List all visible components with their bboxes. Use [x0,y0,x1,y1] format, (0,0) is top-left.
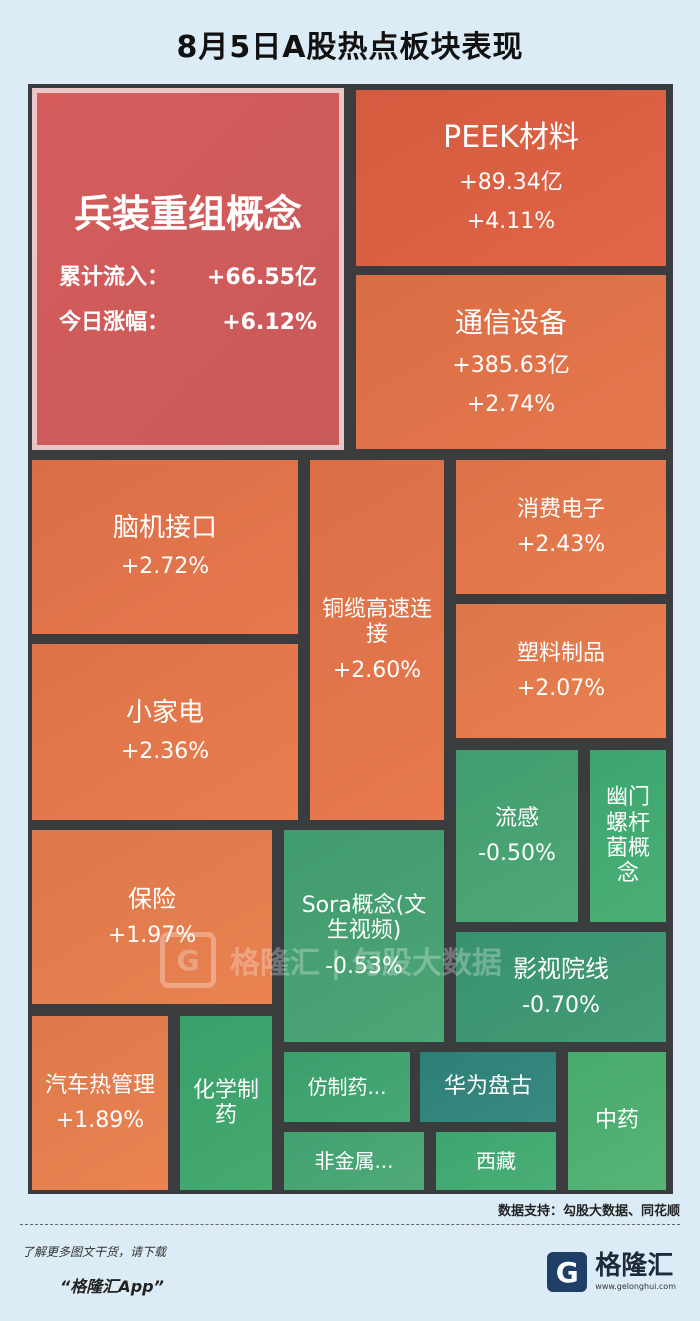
chart-title: 8月5日A股热点板块表现 [176,30,524,65]
brand-url: www.gelonghui.com [595,1282,676,1291]
treemap-tile[interactable]: 塑料制品 +2.07% [456,604,666,738]
tile-name: 中药 [594,1108,639,1134]
treemap-tile[interactable]: 仿制药... [284,1052,410,1122]
featured-change-row: 今日涨幅： +6.12% [37,310,339,335]
treemap-tile[interactable]: 中药 [568,1052,666,1190]
tile-name: 汽车热管理 [44,1072,155,1098]
tile-change: +2.74% [466,392,556,418]
treemap-tile[interactable]: 脑机接口 +2.72% [32,460,298,634]
treemap-tile[interactable]: 消费电子 +2.43% [456,460,666,594]
treemap-tile[interactable]: 西藏 [436,1132,556,1190]
tile-name: 脑机接口 [112,513,217,544]
featured-name: 兵装重组概念 [73,191,302,236]
featured-change-value: +6.12% [222,309,317,335]
data-source: 数据支持：勾股大数据、同花顺 [497,1204,680,1219]
tile-inflow: +385.63亿 [452,352,570,378]
brand-name: 格隆汇 [595,1251,674,1281]
treemap-tile[interactable]: 保险 +1.97% [32,830,272,1004]
tile-inflow: +89.34亿 [459,169,563,195]
tile-name: 非金属... [314,1148,394,1173]
tile-name: 小家电 [125,698,204,729]
tile-name: 华为盘古 [443,1074,532,1100]
tile-name: 塑料制品 [516,640,605,666]
tile-name: 通信设备 [454,305,567,339]
brand-logo[interactable]: G 格隆汇 www.gelonghui.com [547,1252,676,1292]
tile-name: PEEK材料 [443,120,579,156]
treemap: 兵装重组概念 累计流入： +66.55亿 今日涨幅： +6.12% PEEK材料… [28,84,673,1194]
tile-name: 仿制药... [307,1074,387,1099]
featured-inflow-label: 累计流入： [59,264,170,290]
featured-change-label: 今日涨幅： [59,309,170,335]
tile-change: +1.97% [107,923,197,949]
tile-name: 铜缆高速连 接 [321,597,432,648]
tile-name: 西藏 [476,1148,516,1173]
tile-name: 流感 [494,805,539,831]
tile-change: -0.53% [325,953,403,979]
tile-name: 化学制 药 [192,1077,259,1128]
tile-name: Sora概念(文 生视频) [301,893,427,944]
treemap-tile-featured[interactable]: 兵装重组概念 累计流入： +66.55亿 今日涨幅： +6.12% [32,88,344,450]
tile-name: 幽门 螺杆 菌概 念 [605,785,650,887]
tile-change: +2.60% [332,657,422,683]
tile-change: -0.70% [522,993,600,1019]
tile-change: -0.50% [478,841,556,866]
tile-change: +1.89% [55,1108,145,1133]
treemap-tile[interactable]: 通信设备 +385.63亿 +2.74% [356,275,666,449]
treemap-tile[interactable]: 非金属... [284,1132,424,1190]
divider [20,1224,680,1225]
tile-change: +2.36% [120,739,210,765]
treemap-tile[interactable]: Sora概念(文 生视频) -0.53% [284,830,444,1042]
footer-app-name: “格隆汇App” [60,1277,164,1296]
tile-name: 保险 [128,884,176,913]
footer-promo-text: 了解更多图文干货，请下载 [22,1245,167,1259]
tile-change: +2.72% [120,554,210,580]
treemap-tile[interactable]: 铜缆高速连 接 +2.60% [310,460,444,820]
treemap-tile[interactable]: 化学制 药 [180,1016,272,1190]
treemap-tile[interactable]: 流感 -0.50% [456,750,578,922]
treemap-tile[interactable]: PEEK材料 +89.34亿 +4.11% [356,90,666,266]
tile-name: 消费电子 [516,496,605,522]
featured-inflow-value: +66.55亿 [206,264,317,290]
tile-change: +2.07% [516,676,606,701]
treemap-tile[interactable]: 影视院线 -0.70% [456,932,666,1042]
treemap-tile[interactable]: 小家电 +2.36% [32,644,298,820]
tile-change: +4.11% [466,209,556,235]
treemap-tile[interactable]: 幽门 螺杆 菌概 念 [590,750,666,922]
tile-name: 影视院线 [513,954,609,983]
tile-change: +2.43% [516,532,606,557]
treemap-tile[interactable]: 汽车热管理 +1.89% [32,1016,168,1190]
featured-inflow-row: 累计流入： +66.55亿 [37,265,339,290]
treemap-tile[interactable]: 华为盘古 [420,1052,556,1122]
brand-logo-icon: G [547,1252,588,1292]
